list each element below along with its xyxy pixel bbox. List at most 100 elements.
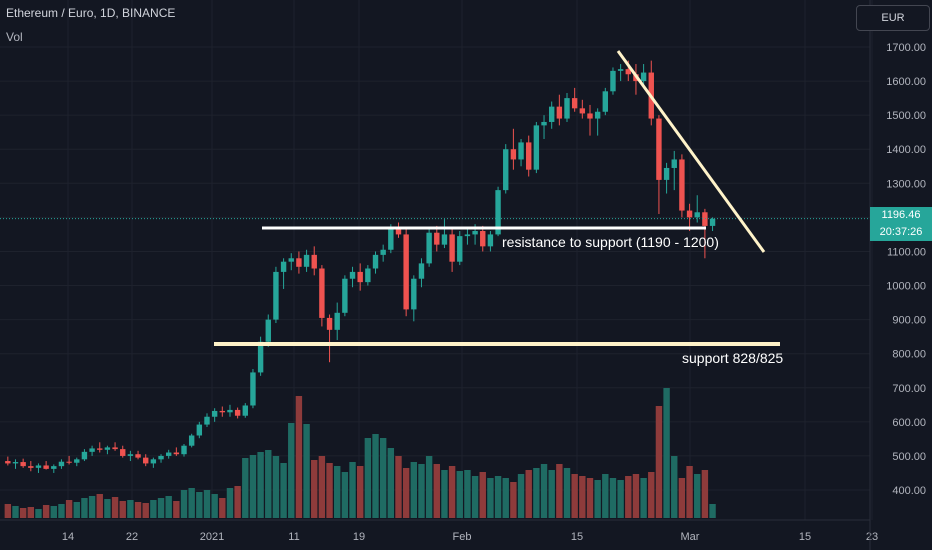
volume-bar: [58, 504, 65, 518]
volume-bar: [609, 478, 617, 518]
candle-body: [5, 461, 11, 464]
volume-bar: [418, 464, 425, 518]
volume-label: Vol: [6, 30, 23, 44]
candle-body: [388, 227, 394, 250]
volume-bar: [119, 501, 126, 518]
volume-bar: [349, 462, 356, 518]
candle-body: [135, 454, 141, 458]
volume-bar: [571, 474, 578, 518]
candle-body: [288, 258, 294, 262]
volume-bar: [395, 456, 402, 518]
candle-body: [503, 149, 509, 191]
volume-bar: [127, 500, 134, 518]
y-tick-label: 900.00: [892, 315, 926, 327]
volume-bar: [173, 501, 180, 518]
volume-bar: [4, 504, 12, 518]
volume-bar: [288, 423, 295, 518]
candle-body: [472, 231, 478, 235]
candle-body: [127, 454, 134, 456]
volume-bar: [510, 482, 517, 518]
x-tick-label: 15: [571, 531, 583, 543]
candle-body: [58, 461, 65, 467]
volume-bar: [303, 424, 310, 518]
candle-body: [227, 409, 233, 413]
volume-bar: [234, 486, 241, 518]
candle-body: [434, 232, 440, 245]
candle-body: [617, 69, 624, 71]
volume-bar: [425, 456, 433, 518]
volume-bar: [280, 463, 287, 518]
candle-body: [273, 271, 279, 320]
candle-body: [464, 234, 471, 237]
volume-bar: [196, 492, 203, 518]
candle-body: [74, 459, 80, 463]
x-tick-label: 11: [288, 531, 299, 543]
candle-body: [43, 465, 49, 469]
x-tick-label: 14: [62, 531, 74, 543]
x-tick-label: 15: [799, 531, 811, 543]
candle-body: [594, 111, 601, 119]
volume-bar: [533, 468, 540, 518]
volume-bar: [602, 474, 609, 518]
candle-body: [640, 72, 647, 82]
candle-body: [158, 455, 164, 460]
volume-bar: [326, 463, 333, 518]
candle-body: [165, 452, 172, 456]
volume-bar: [686, 466, 693, 518]
candle-body: [20, 462, 26, 467]
volume-bar: [12, 506, 19, 518]
volume-bar: [356, 466, 364, 518]
candle-body: [656, 118, 662, 180]
candle-body: [120, 449, 126, 456]
y-tick-label: 700.00: [892, 383, 926, 395]
candle-body: [372, 254, 379, 269]
candle-body: [280, 261, 287, 272]
candle-body: [104, 447, 111, 450]
volume-bar: [387, 448, 395, 518]
volume-bar: [494, 476, 502, 518]
volume-bar: [257, 452, 264, 518]
y-tick-label: 1400.00: [886, 144, 926, 156]
volume-bar: [379, 438, 387, 518]
annotation-support: support 828/825: [682, 350, 783, 366]
volume-bar: [709, 504, 716, 518]
candle-body: [112, 447, 118, 450]
candle-body: [518, 142, 524, 160]
candle-body: [533, 125, 540, 170]
candle-body: [97, 448, 103, 450]
volume-bar: [150, 500, 157, 518]
candle-body: [610, 70, 616, 92]
y-tick-label: 1100.00: [887, 246, 926, 258]
volume-bar: [548, 470, 555, 518]
volume-bar: [586, 478, 594, 518]
volume-bar: [50, 506, 57, 518]
volume-bar: [111, 497, 119, 518]
volume-bar: [73, 502, 80, 518]
volume-bar: [318, 456, 326, 518]
volume-bar: [142, 503, 149, 518]
candle-body: [579, 108, 586, 114]
volume-bar: [27, 507, 35, 518]
candle-body: [587, 113, 593, 119]
annotation-resistance: resistance to support (1190 - 1200): [502, 234, 719, 250]
x-tick-label: 19: [353, 531, 365, 543]
candle-body: [418, 263, 425, 279]
volume-bar: [556, 464, 563, 518]
candle-body: [342, 278, 348, 313]
candle-body: [257, 341, 264, 373]
candle-body: [81, 451, 88, 460]
volume-bar: [694, 474, 701, 518]
currency-button[interactable]: EUR: [856, 5, 930, 31]
candle-body: [349, 271, 356, 279]
last-price: 1196.46: [881, 209, 921, 221]
volume-bar: [701, 470, 709, 518]
y-tick-label: 800.00: [892, 349, 926, 361]
volume-bar: [203, 490, 211, 518]
volume-bar: [655, 406, 663, 518]
volume-bar: [249, 455, 257, 518]
candle-body: [625, 69, 631, 75]
candle-body: [51, 466, 57, 469]
candle-body: [296, 258, 302, 267]
